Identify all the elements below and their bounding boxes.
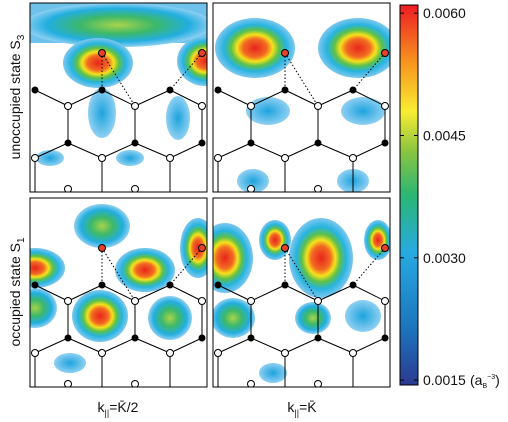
row-label-text: unoccupied state S [7,40,23,159]
panel [212,197,391,388]
row-label-subscript: 3 [16,34,27,40]
colorbar-tick-label: 0.0015 [423,372,466,388]
row-label-subscript: 1 [16,237,27,243]
unit-open: (a [470,372,483,388]
column-label-base: k [287,399,295,415]
panel [29,197,208,388]
column-label-subscript: || [105,408,110,418]
colorbar-tick-label: 0.0060 [423,5,466,21]
row-label-text: occupied state S [7,243,23,347]
unit-close: ) [495,372,500,388]
colorbar [399,4,419,386]
unit-superscript: −3 [487,374,495,381]
column-label: k||=K̄ [287,399,317,418]
column-label-rest: =K̄ [299,399,317,415]
panel [29,2,208,193]
column-label-base: k [98,399,106,415]
unit-subscript: B [482,383,487,390]
row-label: occupied state S1 [7,237,27,347]
column-label: k||=K̄/2 [98,399,139,418]
column-label-rest: =K̄/2 [109,399,138,415]
panel [212,2,391,193]
colorbar-unit: (aB−3) [470,372,500,390]
colorbar-tick-label: 0.0045 [423,127,466,143]
column-label-subscript: || [294,408,299,418]
row-label: unoccupied state S3 [7,34,27,159]
colorbar-tick-label: 0.0030 [423,250,466,266]
